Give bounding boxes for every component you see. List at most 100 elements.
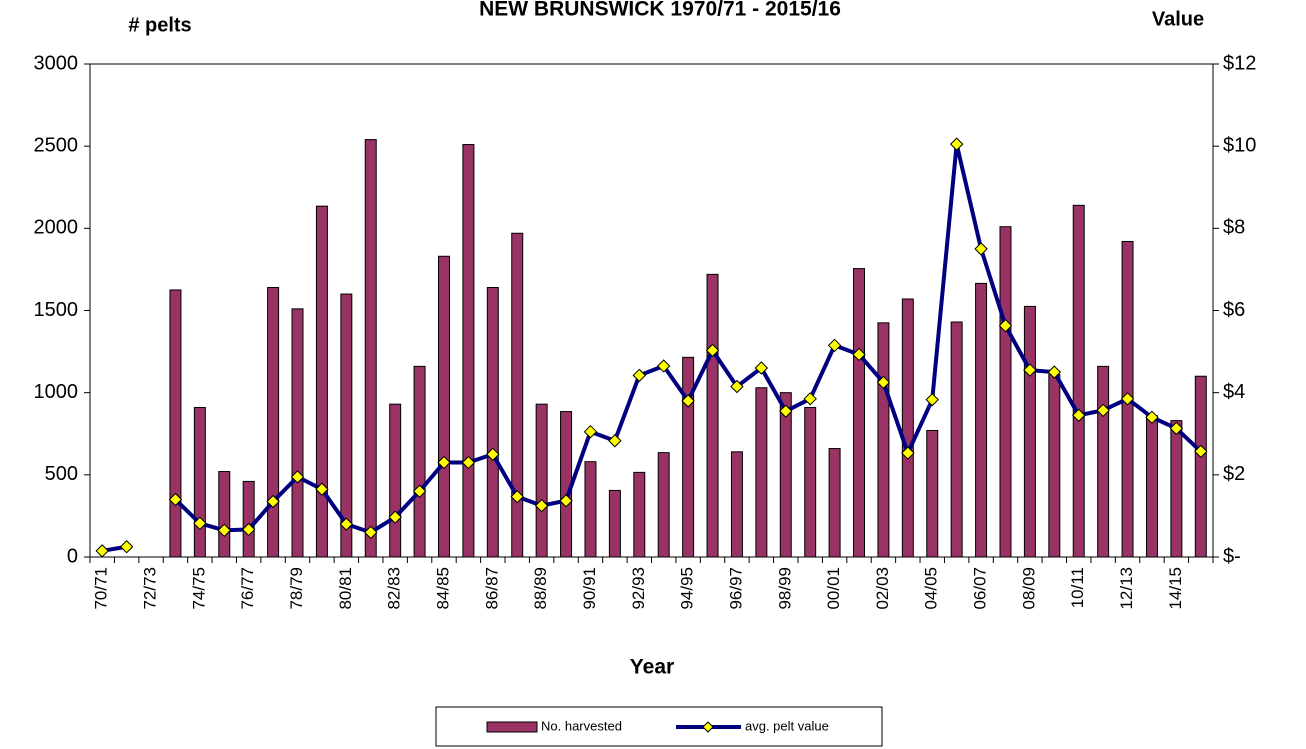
bar <box>511 232 524 558</box>
marker <box>827 338 842 353</box>
x-tick-label: 78/79 <box>287 567 306 610</box>
x-tick-label: 80/81 <box>336 567 355 610</box>
marker <box>608 434 622 448</box>
x-tick-label: 04/05 <box>922 567 941 610</box>
x-tick-label: 12/13 <box>1117 567 1136 610</box>
bar <box>437 255 450 558</box>
marker <box>681 394 695 408</box>
marker <box>510 489 524 504</box>
marker <box>852 347 866 362</box>
legend-swatch <box>486 721 538 733</box>
x-tick-label: 76/77 <box>238 567 257 610</box>
bar <box>340 293 353 558</box>
marker <box>119 540 134 554</box>
bar <box>486 286 499 558</box>
marker <box>583 424 598 439</box>
x-tick-label: 10/11 <box>1068 567 1087 608</box>
marker <box>998 318 1013 333</box>
x-tick-label: 86/87 <box>482 567 501 610</box>
legend-marker <box>702 721 714 733</box>
bar <box>1048 374 1061 558</box>
y-axis-title: # pelts <box>128 14 191 36</box>
bar <box>633 471 646 558</box>
bar <box>901 298 914 558</box>
bar <box>535 403 548 558</box>
bar <box>755 387 768 558</box>
x-tick-label: 82/83 <box>385 567 404 610</box>
bar <box>584 461 597 558</box>
y-tick-label: 2500 <box>34 134 79 156</box>
bar <box>975 282 988 558</box>
marker <box>876 375 891 390</box>
x-tick-label: 00/01 <box>824 567 843 610</box>
legend-label: avg. pelt value <box>745 718 829 733</box>
bar <box>950 321 963 558</box>
marker <box>1047 365 1062 379</box>
bar <box>853 268 866 558</box>
marker <box>730 379 744 394</box>
x-tick-label: 94/95 <box>678 567 697 610</box>
y2-axis-title: Value <box>1152 8 1204 30</box>
x-tick-label: 08/09 <box>1019 567 1038 610</box>
bar <box>877 322 890 558</box>
bar <box>218 471 231 558</box>
bar <box>657 452 670 558</box>
marker <box>754 361 769 375</box>
y2-tick-label: $10 <box>1223 134 1256 156</box>
y2-tick-label: $4 <box>1223 381 1245 403</box>
x-tick-label: 14/15 <box>1166 567 1185 610</box>
marker <box>193 516 207 531</box>
marker <box>315 482 329 496</box>
bar <box>999 226 1012 558</box>
marker <box>95 544 109 558</box>
marker <box>412 484 427 498</box>
x-tick-label: 70/71 <box>92 567 111 610</box>
y-tick-label: 2000 <box>34 217 79 239</box>
x-tick-label: 90/91 <box>580 567 599 610</box>
y-tick-label: 0 <box>67 545 78 567</box>
marker <box>1169 421 1184 436</box>
bar <box>1194 375 1207 558</box>
bar <box>169 289 182 558</box>
marker <box>925 392 939 407</box>
bar <box>389 403 402 558</box>
x-tick-label: 98/99 <box>775 567 794 610</box>
marker <box>339 517 354 531</box>
marker <box>1072 408 1086 422</box>
marker <box>779 404 793 418</box>
bar <box>804 406 817 558</box>
bar <box>1097 365 1110 558</box>
marker <box>364 525 378 540</box>
bar <box>779 392 792 558</box>
marker <box>486 447 500 461</box>
x-tick-label: 96/97 <box>726 567 745 610</box>
marker <box>534 498 549 513</box>
bar <box>267 286 280 558</box>
y-tick-label: 3000 <box>34 52 79 74</box>
bar <box>1145 415 1158 558</box>
marker <box>461 455 476 470</box>
x-tick-label: 06/07 <box>971 567 990 610</box>
marker <box>437 455 451 470</box>
marker <box>974 242 988 256</box>
marker <box>632 368 647 383</box>
bar <box>730 451 743 558</box>
bar <box>1023 305 1036 558</box>
y2-tick-label: $6 <box>1223 299 1245 321</box>
x-tick-label: 88/89 <box>531 567 550 610</box>
y2-tick-label: $2 <box>1223 463 1245 485</box>
x-axis-title: Year <box>630 656 674 679</box>
marker <box>656 359 671 373</box>
marker <box>901 446 915 460</box>
bar <box>242 480 255 558</box>
marker <box>803 392 817 406</box>
marker <box>705 343 720 358</box>
marker <box>217 523 231 538</box>
x-tick-label: 84/85 <box>433 567 452 610</box>
x-tick-label: 74/75 <box>189 567 208 610</box>
marker <box>1096 403 1110 418</box>
bar <box>926 429 939 558</box>
y2-tick-label: $12 <box>1223 52 1256 74</box>
bar <box>193 406 206 558</box>
